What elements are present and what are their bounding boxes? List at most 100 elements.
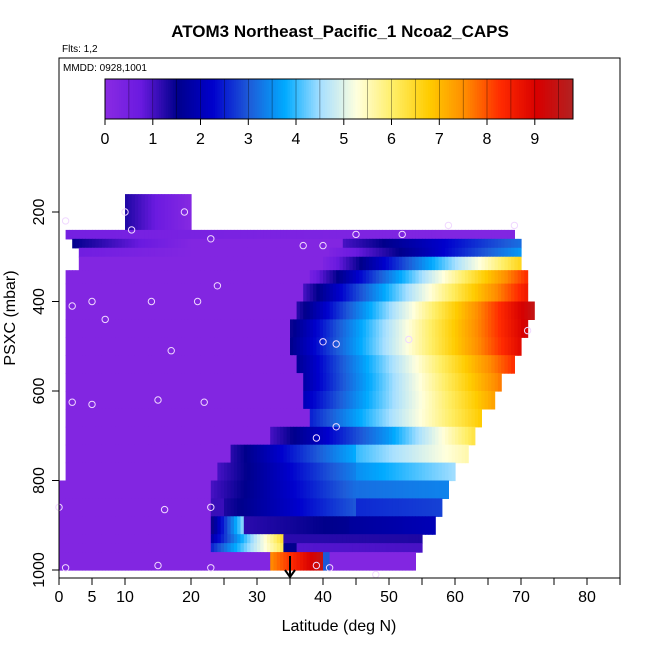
heatmap-cell xyxy=(461,337,466,356)
heatmap-cell xyxy=(290,229,294,240)
heatmap-cell xyxy=(382,256,387,271)
heatmap-cell xyxy=(461,373,466,392)
heatmap-cell xyxy=(412,426,416,446)
heatmap-cell xyxy=(95,391,100,410)
heatmap-cell xyxy=(398,229,403,240)
heatmap-cell xyxy=(313,247,317,258)
heatmap-cell xyxy=(134,534,139,544)
heatmap-cell xyxy=(72,408,77,428)
heatmap-cell xyxy=(101,373,106,392)
heatmap-cell xyxy=(151,444,156,464)
heatmap-cell xyxy=(507,247,512,258)
heatmap-cell xyxy=(111,283,116,303)
heatmap-cell xyxy=(207,373,212,392)
heatmap-cell xyxy=(303,543,308,553)
colorbar-swatch xyxy=(324,79,328,119)
heatmap-cell xyxy=(478,270,482,285)
heatmap-cell xyxy=(290,480,294,499)
heatmap-cell xyxy=(395,480,400,499)
heatmap-cell xyxy=(148,534,152,544)
heatmap-cell xyxy=(65,319,70,338)
heatmap-cell xyxy=(194,408,199,428)
heatmap-cell xyxy=(369,355,374,374)
heatmap-cell xyxy=(187,270,192,285)
heatmap-cell xyxy=(111,498,116,517)
heatmap-cell xyxy=(230,238,235,249)
heatmap-cell xyxy=(151,552,156,571)
heatmap-cell xyxy=(237,238,242,249)
heatmap-cell xyxy=(194,319,199,338)
heatmap-cell xyxy=(303,498,308,517)
heatmap-cell xyxy=(158,426,162,446)
colorbar-swatch xyxy=(193,79,197,119)
heatmap-cell xyxy=(263,462,268,482)
heatmap-cell xyxy=(402,444,407,464)
heatmap-cell xyxy=(309,301,314,320)
heatmap-cell xyxy=(329,238,334,249)
heatmap-cell xyxy=(263,408,268,428)
heatmap-cell xyxy=(194,552,199,571)
heatmap-cell xyxy=(144,534,149,544)
heatmap-cell xyxy=(346,247,350,258)
heatmap-cell xyxy=(352,238,357,249)
heatmap-cell xyxy=(214,426,218,446)
heatmap-cell xyxy=(125,552,129,571)
heatmap-cell xyxy=(369,408,374,428)
heatmap-cell xyxy=(115,283,119,303)
heatmap-cell xyxy=(398,238,403,249)
heatmap-cell xyxy=(105,238,110,249)
heatmap-cell xyxy=(141,355,146,374)
heatmap-cell xyxy=(181,498,185,517)
heatmap-cell xyxy=(164,194,169,231)
heatmap-cell xyxy=(451,426,456,446)
heatmap-cell xyxy=(332,270,337,285)
heatmap-cell xyxy=(332,444,337,464)
heatmap-cell xyxy=(204,229,209,240)
heatmap-cell xyxy=(445,355,449,374)
heatmap-cell xyxy=(200,480,205,499)
heatmap-cell xyxy=(68,391,73,410)
heatmap-cell xyxy=(332,373,337,392)
heatmap-cell xyxy=(349,534,354,544)
heatmap-cell xyxy=(148,319,152,338)
heatmap-cell xyxy=(148,337,152,356)
heatmap-cell xyxy=(240,319,245,338)
heatmap-cell xyxy=(455,283,459,303)
heatmap-cell xyxy=(507,337,512,356)
heatmap-cell xyxy=(164,498,169,517)
heatmap-cell xyxy=(352,319,357,338)
heatmap-cell xyxy=(217,408,222,428)
colorbar-swatch xyxy=(357,79,361,119)
heatmap-cell xyxy=(290,498,294,517)
heatmap-cell xyxy=(187,319,192,338)
heatmap-cell xyxy=(95,408,100,428)
heatmap-cell xyxy=(164,373,169,392)
heatmap-cell xyxy=(154,391,159,410)
heatmap-cell xyxy=(210,319,215,338)
heatmap-cell xyxy=(217,270,222,285)
heatmap-cell xyxy=(521,301,525,320)
heatmap-cell xyxy=(319,301,324,320)
heatmap-cell xyxy=(227,444,232,464)
heatmap-cell xyxy=(524,319,529,338)
heatmap-cell xyxy=(303,229,308,240)
heatmap-cell xyxy=(356,480,360,499)
heatmap-cell xyxy=(441,337,446,356)
heatmap-cell xyxy=(105,337,110,356)
heatmap-cell xyxy=(95,355,100,374)
heatmap-cell xyxy=(303,270,308,285)
heatmap-cell xyxy=(389,534,393,544)
heatmap-cell xyxy=(365,301,370,320)
heatmap-cell xyxy=(243,426,248,446)
heatmap-cell xyxy=(154,337,159,356)
heatmap-cell xyxy=(418,391,423,410)
heatmap-cell xyxy=(428,229,433,240)
heatmap-cell xyxy=(125,462,129,482)
heatmap-cell xyxy=(260,480,265,499)
heatmap-cell xyxy=(293,552,298,571)
heatmap-cell xyxy=(191,534,195,544)
heatmap-cell xyxy=(101,337,106,356)
heatmap-cell xyxy=(365,552,370,571)
heatmap-cell xyxy=(101,426,106,446)
heatmap-cell xyxy=(474,319,479,338)
